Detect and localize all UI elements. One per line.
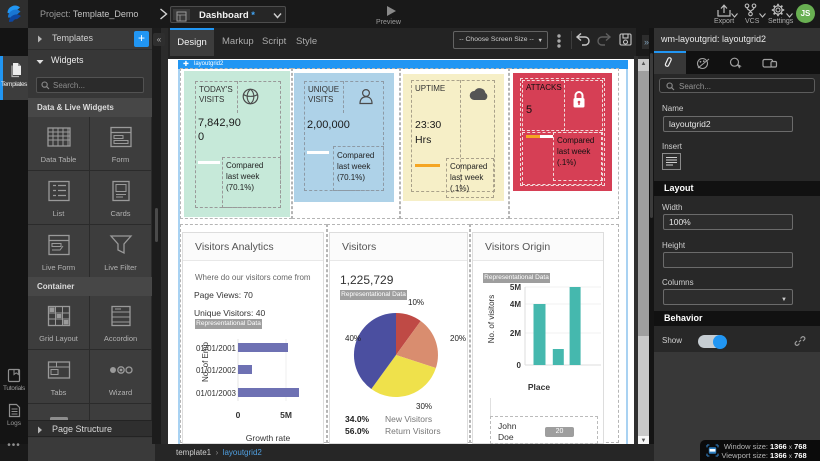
svg-text:01/01/2001: 01/01/2001 [196, 344, 237, 353]
svg-text:4M: 4M [510, 300, 521, 309]
svg-text:0: 0 [236, 410, 241, 420]
svg-text:0: 0 [517, 361, 522, 370]
svg-text:30%: 30% [416, 402, 432, 411]
svg-text:01/01/2003: 01/01/2003 [196, 389, 237, 398]
svg-text:No. of visitors: No. of visitors [487, 295, 496, 343]
svg-text:01/01/2002: 01/01/2002 [196, 366, 237, 375]
svg-text:10%: 10% [408, 298, 424, 307]
svg-text:2M: 2M [510, 329, 521, 338]
svg-text:5M: 5M [510, 283, 521, 292]
svg-text:40%: 40% [345, 334, 361, 343]
svg-text:No. of Emp: No. of Emp [201, 341, 210, 382]
svg-text:20%: 20% [450, 334, 466, 343]
svg-text:5M: 5M [280, 410, 292, 420]
